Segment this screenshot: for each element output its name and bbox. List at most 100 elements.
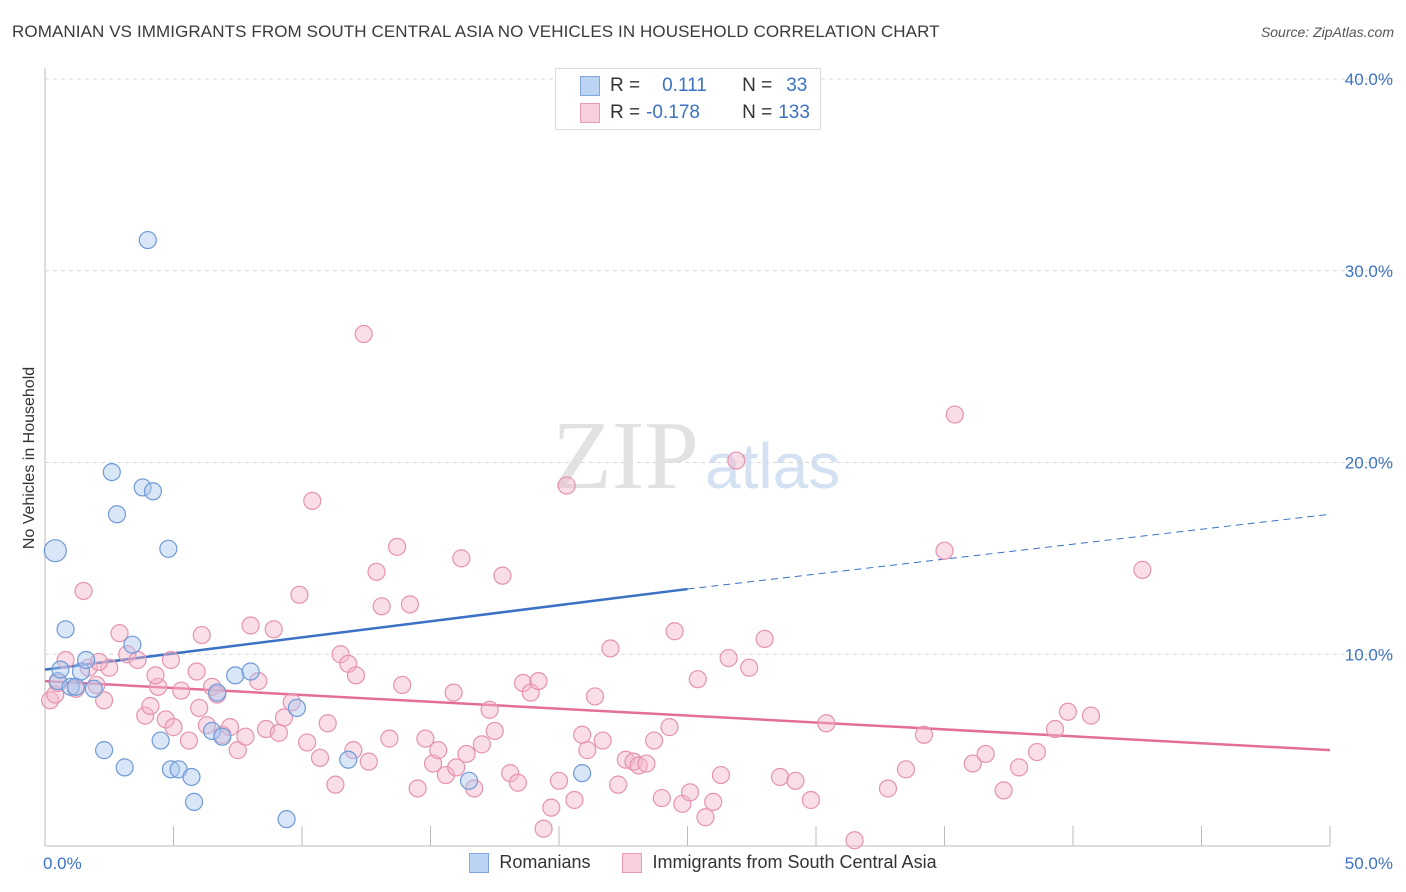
romanians-point <box>51 660 70 679</box>
immigrants-point <box>914 725 934 744</box>
immigrants-point <box>688 670 707 689</box>
watermark-zip: ZIP <box>552 402 699 510</box>
r-label: R = <box>610 75 641 96</box>
immigrants-point <box>274 708 294 727</box>
pink-swatch <box>580 103 600 123</box>
romanians-point <box>202 721 222 741</box>
immigrants-point <box>945 405 964 424</box>
immigrants-point <box>141 696 160 716</box>
y-tick-label: 10.0% <box>1345 645 1393 664</box>
immigrants-point <box>118 645 137 664</box>
stats-row-romanians: R = 0.111 N = 33 <box>556 73 807 99</box>
immigrants-point <box>704 792 723 811</box>
immigrants-point <box>148 677 168 696</box>
r-label: R = <box>610 102 641 123</box>
romanians-point <box>573 764 592 783</box>
romanians-point <box>43 539 67 563</box>
y-tick-label: 40.0% <box>1345 70 1393 89</box>
romanians-point <box>159 539 178 558</box>
trend-lines <box>44 513 1331 752</box>
immigrants-point <box>480 700 499 719</box>
romanians-point <box>95 741 114 760</box>
immigrants-point <box>197 716 217 735</box>
immigrants-point <box>249 671 268 691</box>
romanians-point <box>151 731 170 750</box>
immigrants-point <box>344 741 363 760</box>
chart-title: ROMANIAN VS IMMIGRANTS FROM SOUTH CENTRA… <box>12 22 940 41</box>
immigrants-point <box>976 744 995 764</box>
romanians-point <box>77 650 96 670</box>
immigrants-point <box>387 537 407 556</box>
immigrants-point <box>696 808 715 827</box>
immigrants-point <box>359 752 378 771</box>
immigrants-point <box>331 645 350 664</box>
immigrants-point <box>660 718 679 737</box>
immigrants-point <box>136 706 155 725</box>
immigrants-point <box>755 629 774 649</box>
immigrants-point <box>578 741 597 760</box>
romanians-point <box>123 635 142 654</box>
immigrants-point <box>493 566 512 585</box>
immigrants-point <box>1058 702 1077 721</box>
immigrants-point <box>416 729 435 748</box>
immigrants-point <box>1045 719 1065 739</box>
x-tick-label: 0.0% <box>43 854 82 873</box>
romanians-point <box>213 727 232 746</box>
romanians-point <box>277 810 296 829</box>
immigrants-point <box>501 764 520 783</box>
immigrants-point <box>56 650 75 670</box>
immigrants-point <box>95 691 114 710</box>
immigrants-point <box>549 771 569 790</box>
immigrants-point <box>156 710 175 729</box>
immigrants-point <box>228 741 247 760</box>
romanians-point <box>61 677 80 696</box>
immigrants-point <box>1027 742 1047 762</box>
immigrants-point <box>508 773 527 792</box>
immigrants-point <box>303 491 322 510</box>
immigrants-point <box>1009 758 1029 777</box>
legend-label: Immigrants from South Central Asia <box>652 852 937 872</box>
immigrants-trend-line <box>44 679 1331 752</box>
immigrants-point <box>565 790 584 810</box>
immigrants-point <box>585 687 605 706</box>
immigrants-point <box>190 698 209 718</box>
immigrants-point <box>573 725 592 744</box>
immigrants-point <box>192 625 211 645</box>
immigrants-point <box>380 729 399 748</box>
legend-item-immigrants: Immigrants from South Central Asia <box>622 852 937 873</box>
n-label: N = <box>742 75 773 96</box>
immigrants-point <box>801 790 820 810</box>
romanians-point <box>133 478 152 497</box>
source-label: Source: ZipAtlas.com <box>1260 24 1394 40</box>
immigrants-point <box>637 754 656 773</box>
immigrants-point <box>46 685 65 704</box>
immigrants-point <box>472 735 491 754</box>
pink-swatch <box>622 852 643 873</box>
romanians-trend-extension <box>687 513 1331 590</box>
immigrants-point <box>172 681 191 700</box>
immigrants-point <box>310 748 330 767</box>
immigrants-point <box>719 648 738 668</box>
watermark-atlas: atlas <box>705 430 841 502</box>
immigrants-point <box>372 597 391 616</box>
blue-swatch <box>469 852 490 873</box>
immigrants-point <box>241 616 260 635</box>
immigrants-point <box>179 731 199 750</box>
romanians-trend-line <box>44 587 688 671</box>
x-tick-label: 50.0% <box>1345 854 1393 873</box>
immigrants-point <box>408 779 427 798</box>
immigrants-point <box>665 622 684 641</box>
romanians-point <box>161 760 181 779</box>
axes <box>44 68 1331 847</box>
immigrants-point <box>1133 560 1152 579</box>
data-points <box>41 83 1152 850</box>
r-value: 0.111 <box>662 75 707 96</box>
immigrants-point <box>367 562 386 581</box>
immigrants-point <box>423 754 443 773</box>
immigrants-point <box>326 775 345 794</box>
immigrants-point <box>346 666 366 685</box>
immigrants-point <box>711 765 731 785</box>
immigrants-point <box>994 781 1013 800</box>
immigrants-point <box>393 675 412 695</box>
immigrants-point <box>601 639 620 658</box>
